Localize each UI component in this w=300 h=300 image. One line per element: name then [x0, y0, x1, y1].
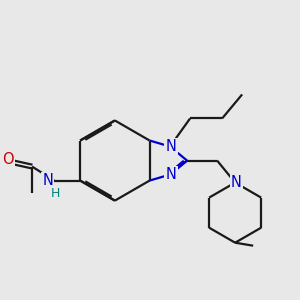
Text: O: O: [2, 152, 14, 167]
Text: H: H: [50, 187, 60, 200]
Text: N: N: [166, 139, 176, 154]
Text: N: N: [231, 175, 242, 190]
Text: N: N: [42, 173, 53, 188]
Text: N: N: [166, 167, 176, 182]
